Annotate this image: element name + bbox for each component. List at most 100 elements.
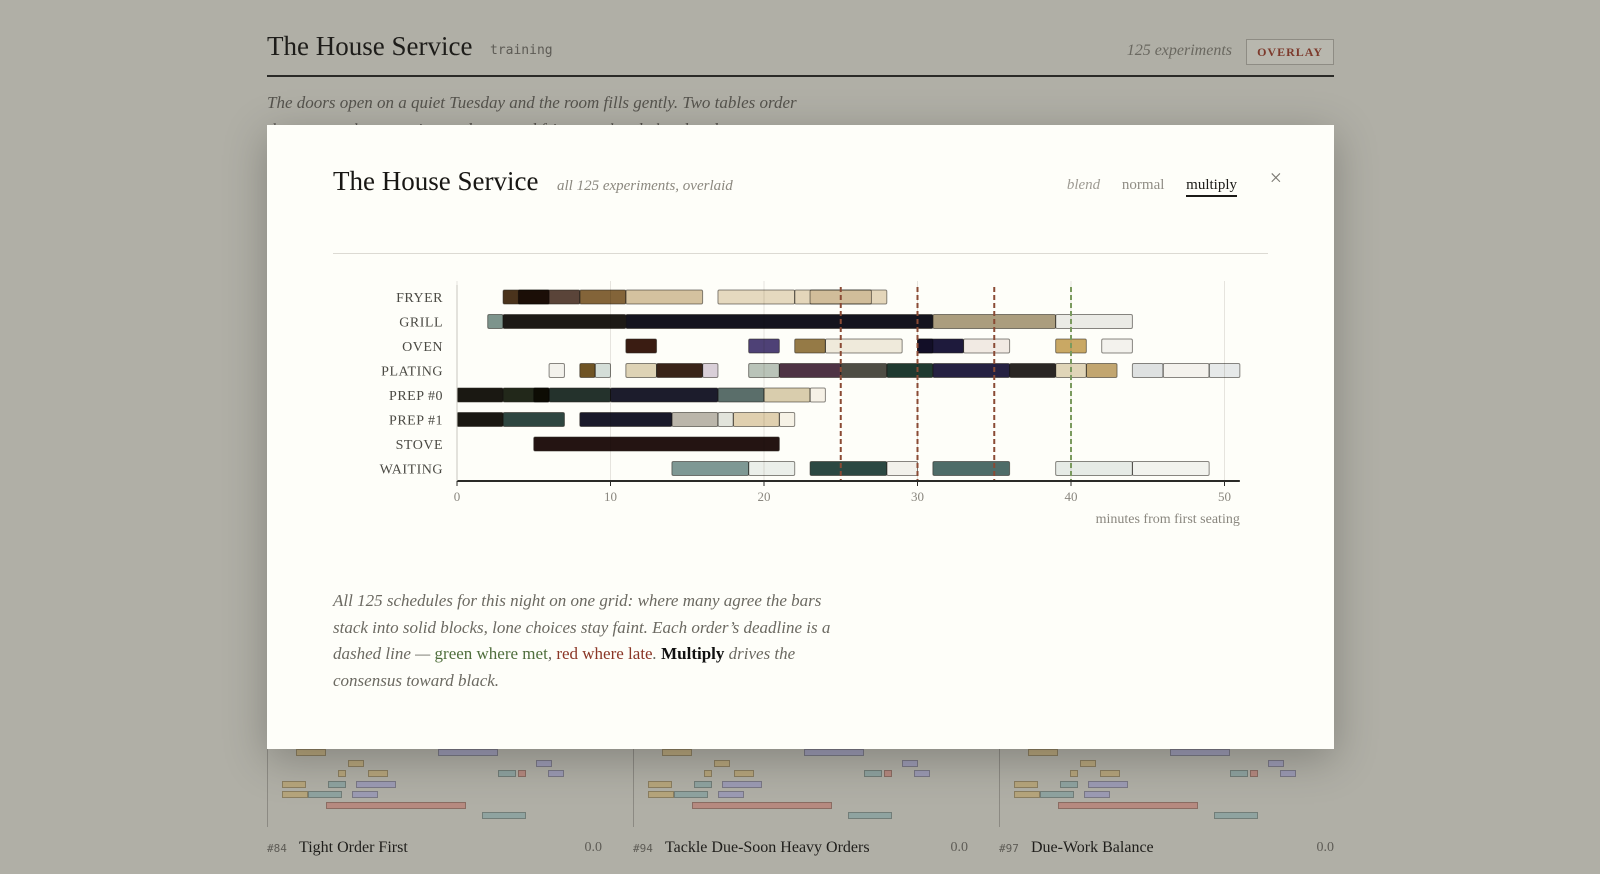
- card-number: #97: [999, 842, 1019, 855]
- x-tick-label: 30: [911, 489, 924, 504]
- mini-schedule-bar: [692, 801, 832, 809]
- desc-dot: .: [652, 644, 662, 663]
- gantt-chart: FRYER GRILL OVEN PLATING PREP #0 PREP #1 STOVE…: [333, 275, 1243, 540]
- row-label: STOVE: [396, 438, 443, 453]
- page-tag: training: [490, 43, 553, 58]
- schedule-bar: [748, 338, 780, 354]
- card-number: #84: [267, 842, 287, 855]
- desc-late: red where late: [556, 644, 653, 663]
- schedule-bar: [717, 289, 796, 305]
- mini-schedule-bar: [328, 780, 346, 788]
- mini-schedule-bar: [308, 791, 342, 798]
- schedule-bar: [778, 363, 842, 378]
- desc-text-2: drives the consensus toward black.: [333, 644, 796, 690]
- mini-schedule-bar: [914, 770, 930, 777]
- mini-schedule-bar: [282, 780, 306, 788]
- schedule-bar: [748, 461, 796, 476]
- mini-schedule-bar: [1280, 770, 1296, 777]
- schedule-bar: [1131, 461, 1210, 476]
- experiment-card-thumbnail[interactable]: [633, 747, 969, 827]
- schedule-bar: [671, 412, 719, 427]
- schedule-bar: [702, 363, 719, 378]
- schedule-bar: [886, 461, 918, 476]
- mini-schedule-bar: [662, 749, 692, 756]
- schedule-bar: [794, 338, 826, 354]
- schedule-bar: [932, 461, 1011, 476]
- experiment-card-caption[interactable]: #94 Tackle Due-Soon Heavy Orders 0.0: [633, 839, 968, 859]
- row-label: FRYER: [396, 291, 443, 306]
- schedule-bar: [917, 338, 934, 354]
- schedule-bar: [1162, 363, 1210, 378]
- mini-schedule-bar: [694, 780, 712, 788]
- card-name: Due-Work Balance: [1031, 839, 1154, 856]
- x-tick-label: 0: [454, 489, 461, 504]
- mini-schedule-bar: [864, 770, 882, 777]
- mode-normal[interactable]: normal: [1121, 177, 1165, 193]
- mini-schedule-bar: [548, 770, 564, 777]
- row-label: PREP #1: [389, 414, 443, 429]
- schedule-bar: [533, 387, 550, 403]
- mode-multiply[interactable]: multiply: [1186, 177, 1237, 197]
- desc-text-1: All 125 schedules for this night on one …: [333, 591, 831, 663]
- overlay-button[interactable]: OVERLAY: [1246, 39, 1334, 65]
- schedule-bar: [809, 461, 888, 476]
- divider: [333, 253, 1268, 254]
- mini-schedule-bar: [282, 791, 308, 798]
- mini-schedule-bar: [804, 749, 864, 756]
- schedule-bar: [748, 363, 780, 378]
- card-score: 0.0: [1316, 840, 1335, 855]
- mini-schedule-bar: [1040, 791, 1074, 798]
- experiment-card-thumbnail[interactable]: [267, 747, 603, 827]
- schedule-bar: [717, 387, 765, 403]
- experiment-card-thumbnail[interactable]: [999, 747, 1335, 827]
- schedule-bar: [579, 289, 627, 305]
- card-name: Tight Order First: [299, 839, 408, 856]
- schedule-bar: [824, 338, 903, 354]
- schedule-bar: [594, 363, 611, 378]
- mini-schedule-bar: [356, 780, 396, 788]
- mini-schedule-bar: [1214, 812, 1258, 819]
- row-label: GRILL: [399, 316, 443, 331]
- mini-schedule-bar: [1060, 780, 1078, 788]
- schedule-bar: [625, 338, 658, 354]
- experiment-card-caption[interactable]: #97 Due-Work Balance 0.0: [999, 839, 1334, 859]
- experiments-count: 125 experiments: [1126, 42, 1232, 59]
- schedule-bar: [548, 363, 565, 378]
- mini-schedule-bar: [352, 791, 378, 798]
- mini-schedule-bar: [674, 791, 708, 798]
- schedule-bar: [1009, 363, 1057, 378]
- mini-schedule-bar: [348, 759, 364, 767]
- experiment-card-caption[interactable]: #84 Tight Order First 0.0: [267, 839, 602, 859]
- mini-schedule-bar: [1088, 780, 1128, 788]
- mini-schedule-bar: [648, 791, 674, 798]
- desc-multiply: Multiply: [661, 644, 725, 663]
- page-header: The House Service training 125 experimen…: [267, 28, 1334, 77]
- schedule-bar: [456, 412, 504, 427]
- desc-met: green where met: [434, 644, 548, 663]
- mini-schedule-bar: [884, 770, 892, 777]
- mini-schedule-bar: [722, 780, 762, 788]
- schedule-bar: [502, 314, 627, 329]
- mini-schedule-bar: [1084, 791, 1110, 798]
- schedule-bar: [886, 363, 934, 378]
- mini-schedule-bar: [734, 770, 754, 777]
- schedule-bar: [625, 289, 704, 305]
- close-icon[interactable]: ×: [1269, 165, 1282, 190]
- card-number: #94: [633, 842, 653, 855]
- mode-blend[interactable]: blend: [1066, 177, 1101, 193]
- mini-schedule-bar: [1028, 749, 1058, 756]
- schedule-bar: [456, 387, 504, 403]
- modal-title: The House Service: [333, 166, 539, 196]
- schedule-bar: [778, 412, 796, 427]
- schedule-bar: [625, 363, 658, 378]
- intro-line-1: The doors open on a quiet Tuesday and th…: [267, 93, 797, 112]
- mini-schedule-bar: [1170, 749, 1230, 756]
- schedule-bar: [625, 314, 934, 329]
- page-title: The House Service: [267, 31, 473, 61]
- schedule-bar: [517, 289, 581, 305]
- mini-schedule-bar: [498, 770, 516, 777]
- row-label: PLATING: [381, 365, 443, 380]
- x-tick-label: 50: [1218, 489, 1231, 504]
- schedule-bar: [1055, 314, 1133, 329]
- mini-schedule-bar: [1100, 770, 1120, 777]
